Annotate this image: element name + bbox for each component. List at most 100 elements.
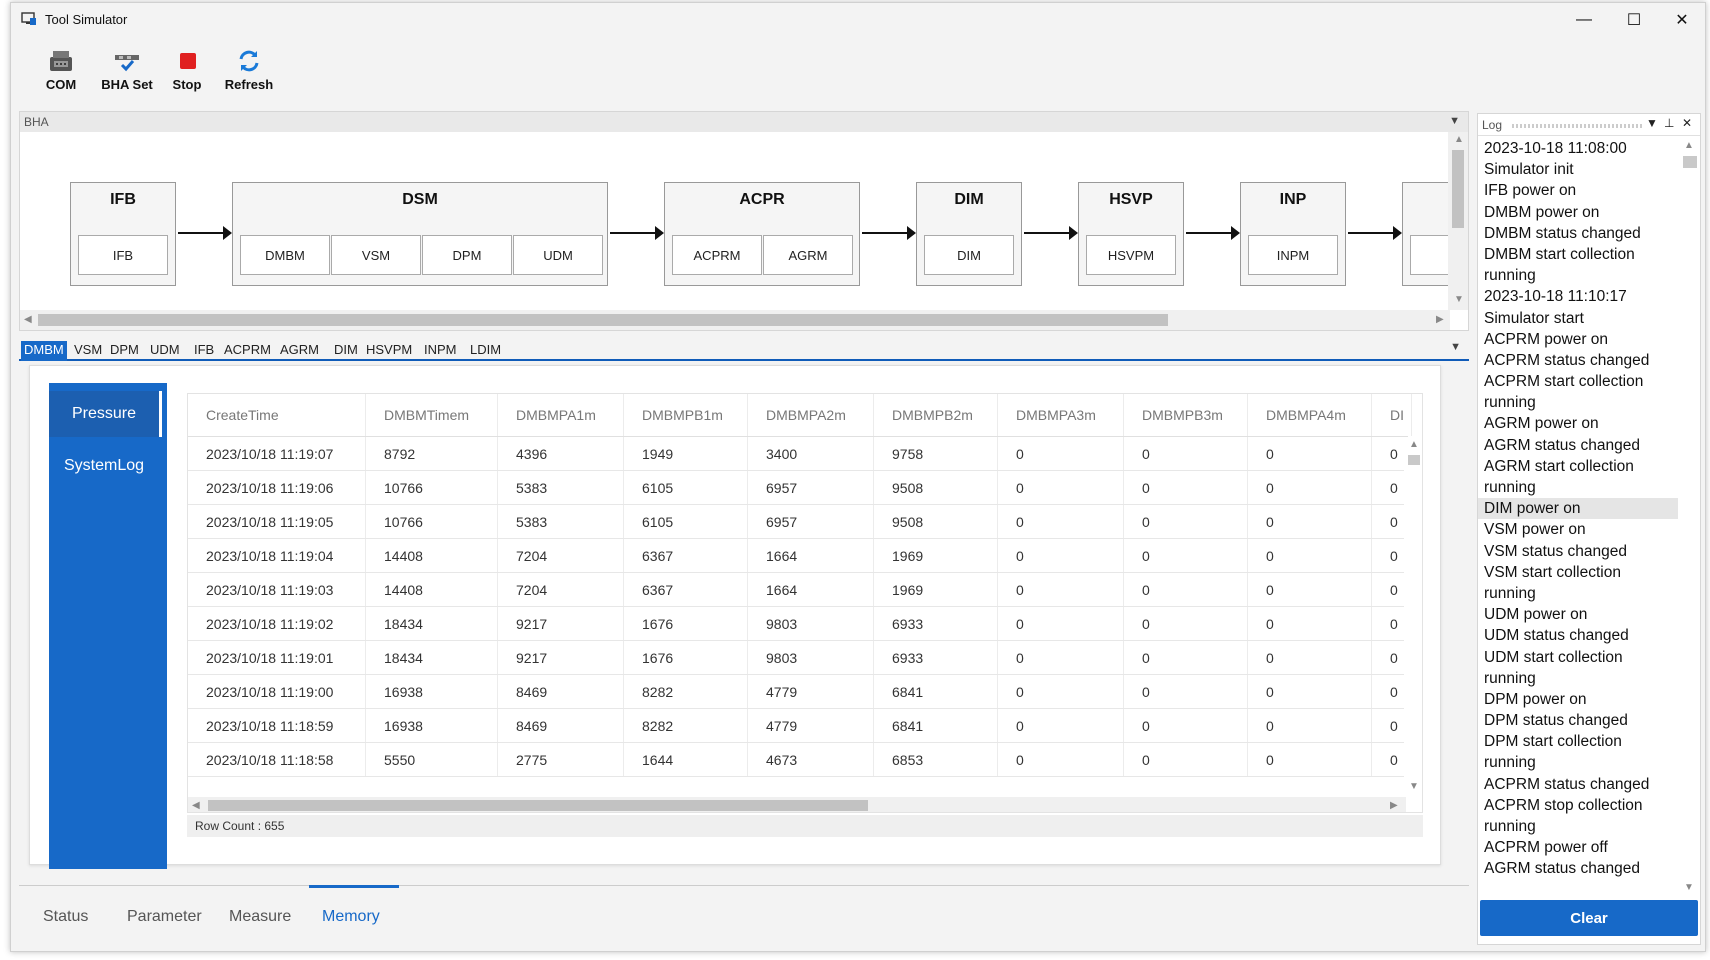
log-line[interactable]: running [1484,669,1536,687]
bha-horizontal-scrollbar[interactable]: ◀ ▶ [20,310,1450,330]
log-line[interactable]: DPM start collection [1484,733,1622,751]
scroll-up-icon[interactable]: ▲ [1409,439,1419,450]
log-line[interactable]: AGRM status changed [1484,436,1640,454]
log-line[interactable]: ACPRM stop collection [1484,796,1643,814]
log-line[interactable]: AGRM status changed [1484,860,1640,878]
tab-vsm[interactable]: VSM [74,342,103,357]
sub-module[interactable]: DPM [422,235,512,275]
sub-module-partial[interactable] [1410,235,1450,275]
log-line[interactable]: DMBM start collection [1484,245,1635,263]
log-line[interactable]: VSM status changed [1484,542,1628,560]
sub-module[interactable]: AGRM [763,235,853,275]
tab-hsvpm[interactable]: HSVPM [366,342,413,357]
log-line[interactable]: VSM power on [1484,521,1586,539]
column-header[interactable]: DMBMPB1m [624,394,748,436]
nav-systemlog[interactable]: SystemLog [63,457,145,474]
tab-inpm[interactable]: INPM [424,342,457,357]
table-row[interactable]: 2023/10/18 11:19:00 16938 8469 8282 4779 6841… [188,675,1412,709]
tab-dmbm[interactable]: DMBM [21,341,67,361]
table-row[interactable]: 2023/10/18 11:19:05 10766 5383 6105 6957 9508… [188,505,1412,539]
bha-vertical-scrollbar[interactable]: ▲ ▼ [1448,132,1468,310]
column-header[interactable]: DMBMPA1m [498,394,624,436]
pin-icon[interactable]: ⊥ [1664,116,1675,130]
table-row[interactable]: 2023/10/18 11:18:59 16938 8469 8282 4779 6841… [188,709,1412,743]
sub-module[interactable]: IFB [78,235,168,275]
log-vertical-scrollbar[interactable]: ▲ ▼ [1678,138,1700,898]
tab-measure[interactable]: Measure [229,908,292,925]
sub-module[interactable]: INPM [1248,235,1338,275]
log-line[interactable]: ACPRM power off [1484,839,1608,857]
log-line[interactable]: DIM power on [1478,498,1678,520]
bha-block-hsvp[interactable]: HSVP HSVPM [1078,182,1184,286]
grid-vertical-scrollbar[interactable]: ▲ ▼ [1404,437,1422,797]
log-line[interactable]: UDM power on [1484,606,1588,624]
log-line[interactable]: ACPRM status changed [1484,775,1650,793]
scroll-right-icon[interactable]: ▶ [1390,800,1398,811]
tab-dpm[interactable]: DPM [110,342,139,357]
maximize-button[interactable]: ☐ [1626,12,1642,29]
scroll-up-icon[interactable]: ▲ [1684,140,1694,151]
log-line[interactable]: DMBM status changed [1484,224,1641,242]
drag-grip[interactable] [1512,124,1644,128]
bha-block-ifb[interactable]: IFB IFB [70,182,176,286]
log-line[interactable]: running [1484,754,1536,772]
scroll-thumb[interactable] [1452,150,1464,228]
log-line[interactable]: VSM start collection [1484,563,1621,581]
tab-ifb[interactable]: IFB [194,342,215,357]
log-line[interactable]: Simulator init [1484,161,1574,179]
table-row[interactable]: 2023/10/18 11:19:04 14408 7204 6367 1664 1969… [188,539,1412,573]
tab-parameter[interactable]: Parameter [127,908,202,925]
column-header[interactable]: DMBMPA2m [748,394,874,436]
sub-module[interactable]: DIM [924,235,1014,275]
log-line[interactable]: Simulator start [1484,309,1584,327]
column-header[interactable]: DI [1372,394,1412,436]
close-button[interactable]: ✕ [1675,12,1689,29]
scroll-thumb[interactable] [1683,156,1697,168]
column-header[interactable]: CreateTime [188,394,366,436]
sub-module[interactable]: ACPRM [672,235,762,275]
log-line[interactable]: ACPRM power on [1484,330,1609,348]
tab-agrm[interactable]: AGRM [280,342,319,357]
log-line[interactable]: 2023-10-18 11:08:00 [1484,140,1627,157]
stop-button[interactable]: Stop [155,47,219,103]
tab-udm[interactable]: UDM [150,342,180,357]
table-row[interactable]: 2023/10/18 11:18:58 5550 2775 1644 4673 6853 0… [188,743,1412,777]
sub-module[interactable]: VSM [331,235,421,275]
scroll-thumb[interactable] [38,314,1168,326]
log-line[interactable]: DMBM power on [1484,203,1600,221]
table-row[interactable]: 2023/10/18 11:19:02 18434 9217 1676 9803 6933… [188,607,1412,641]
dropdown-icon[interactable]: ▼ [1646,116,1658,130]
bha-block-dim[interactable]: DIM DIM [916,182,1022,286]
close-icon[interactable]: ✕ [1682,116,1693,130]
log-line[interactable]: 2023-10-18 11:10:17 [1484,288,1627,306]
column-header[interactable]: DMBMPB3m [1124,394,1248,436]
column-header[interactable]: DMBMTimem [366,394,498,436]
scroll-down-icon[interactable]: ▼ [1684,882,1694,893]
tab-memory[interactable]: Memory [322,908,380,925]
scroll-left-icon[interactable]: ◀ [192,800,200,811]
log-line[interactable]: UDM status changed [1484,627,1629,645]
log-line[interactable]: running [1484,479,1536,496]
scroll-thumb[interactable] [208,800,868,811]
tab-acprm[interactable]: ACPRM [224,342,271,357]
scroll-down-icon[interactable]: ▼ [1454,294,1464,305]
scroll-left-icon[interactable]: ◀ [24,314,32,325]
column-header[interactable]: DMBMPB2m [874,394,998,436]
panel-menu-icon[interactable]: ▼ [1449,115,1460,127]
grid-horizontal-scrollbar[interactable]: ◀ ▶ [188,797,1406,812]
log-line[interactable]: DPM status changed [1484,712,1628,730]
log-line[interactable]: DPM power on [1484,690,1587,708]
bha-block-dsm[interactable]: DSM DMBM VSM DPM UDM [232,182,608,286]
tab-dim[interactable]: DIM [334,342,358,357]
log-line[interactable]: AGRM power on [1484,415,1599,433]
clear-button[interactable]: Clear [1480,900,1698,936]
bha-block-acpr[interactable]: ACPR ACPRM AGRM [664,182,860,286]
nav-pressure[interactable]: Pressure [49,391,162,437]
table-row[interactable]: 2023/10/18 11:19:01 18434 9217 1676 9803 6933… [188,641,1412,675]
log-line[interactable]: ACPRM status changed [1484,351,1650,369]
bha-set-button[interactable]: BHA Set [95,47,159,103]
scroll-up-icon[interactable]: ▲ [1454,134,1464,145]
sub-module[interactable]: HSVPM [1086,235,1176,275]
sub-module[interactable]: DMBM [240,235,330,275]
log-line[interactable]: running [1484,267,1536,285]
